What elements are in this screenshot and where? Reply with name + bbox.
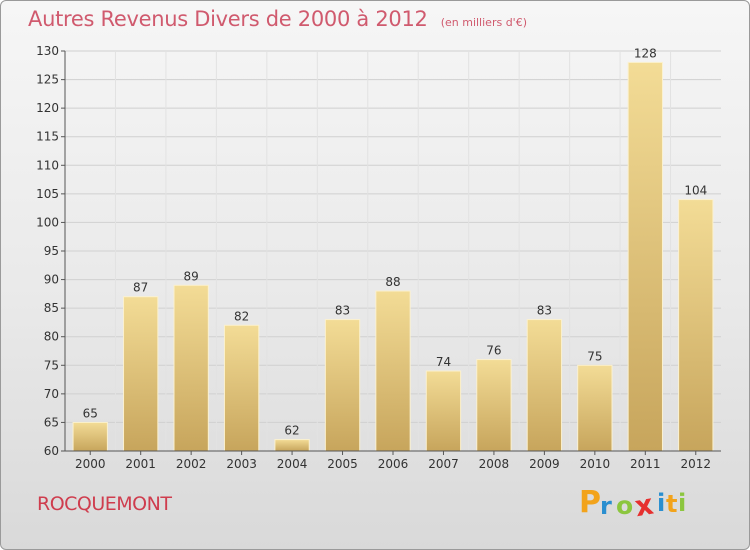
y-tick-label: 85 — [44, 301, 59, 315]
bar — [223, 324, 260, 452]
bar — [375, 290, 411, 452]
y-tick-label: 100 — [36, 215, 59, 229]
bar-value-label: 128 — [634, 46, 657, 60]
bar-value-label: 74 — [436, 355, 451, 369]
bar — [324, 319, 361, 452]
x-tick-label: 2011 — [630, 457, 661, 471]
bar-value-label: 75 — [587, 349, 602, 363]
y-tick-label: 105 — [36, 187, 59, 201]
bar-value-label: 65 — [83, 406, 98, 420]
chart-header: Autres Revenus Divers de 2000 à 2012 (en… — [28, 7, 527, 31]
x-tick-label: 2008 — [479, 457, 510, 471]
y-tick-label: 125 — [36, 73, 59, 87]
bar-value-label: 87 — [133, 281, 148, 295]
commune-name: ROCQUEMONT — [37, 493, 172, 515]
logo-letter: i — [657, 489, 666, 517]
x-tick-label: 2004 — [277, 457, 308, 471]
logo-letter: o — [616, 491, 634, 520]
chart-title: Autres Revenus Divers de 2000 à 2012 — [28, 7, 428, 31]
y-tick-label: 80 — [44, 330, 59, 344]
bar — [274, 439, 310, 452]
x-tick-label: 2000 — [75, 457, 106, 471]
bar-value-label: 62 — [284, 424, 299, 438]
bar-value-label: 89 — [184, 269, 199, 283]
logo-letter: P — [579, 485, 601, 520]
y-tick-label: 90 — [44, 273, 59, 287]
y-tick-label: 60 — [44, 444, 59, 458]
y-tick-label: 65 — [44, 415, 59, 429]
bar — [627, 61, 663, 452]
bar-value-label: 83 — [537, 304, 552, 318]
y-tick-label: 75 — [44, 358, 59, 372]
logo-letter: r — [600, 492, 612, 520]
bar — [425, 370, 462, 452]
logo-letter: x — [632, 487, 656, 524]
bar — [173, 284, 209, 452]
x-tick-label: 2009 — [529, 457, 560, 471]
chart-unit: (en milliers d'€) — [440, 16, 527, 29]
y-tick-label: 130 — [36, 44, 59, 58]
bar — [72, 421, 108, 452]
logo-letter: t — [666, 490, 678, 518]
x-tick-label: 2002 — [176, 457, 207, 471]
axes — [61, 50, 721, 455]
x-tick-label: 2001 — [125, 457, 156, 471]
y-tick-label: 70 — [44, 387, 59, 401]
logo-letter: i — [678, 489, 687, 517]
bar-value-label: 82 — [234, 309, 249, 323]
y-tick-label: 115 — [36, 130, 59, 144]
y-tick-label: 110 — [36, 158, 59, 172]
x-tick-label: 2006 — [378, 457, 409, 471]
bar — [678, 199, 714, 452]
x-tick-label: 2010 — [580, 457, 611, 471]
y-tick-label: 95 — [44, 244, 59, 258]
bar-value-label: 83 — [335, 304, 350, 318]
x-tick-label: 2005 — [327, 457, 358, 471]
y-tick-label: 120 — [36, 101, 59, 115]
x-tick-label: 2003 — [226, 457, 257, 471]
bars — [72, 61, 714, 452]
bar — [123, 296, 159, 452]
bar — [526, 319, 563, 452]
labels: 60 65 70 75 80 85 90 95 100 105 110 115 120 125 130 65 2… — [36, 44, 711, 471]
bar-value-label: 76 — [486, 344, 501, 358]
x-tick-label: 2007 — [428, 457, 459, 471]
bar-value-label: 104 — [684, 184, 707, 198]
x-tick-label: 2012 — [680, 457, 711, 471]
bar-value-label: 88 — [385, 275, 400, 289]
bar — [577, 364, 613, 452]
bar — [476, 359, 512, 452]
